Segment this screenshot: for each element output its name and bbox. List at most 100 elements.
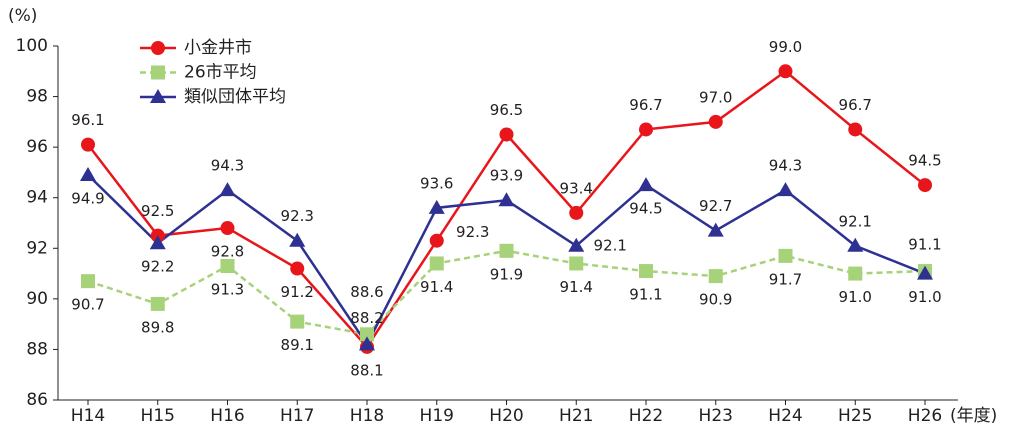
data-label: 94.5: [908, 152, 941, 170]
data-point: [149, 235, 166, 250]
data-label: 88.6: [350, 283, 383, 301]
data-point: [81, 274, 95, 289]
data-label: 93.6: [420, 174, 453, 192]
data-label: 91.4: [560, 278, 593, 296]
data-label: 94.3: [769, 157, 802, 175]
data-label: 91.3: [211, 280, 244, 298]
y-tick-label: 86: [26, 390, 48, 410]
data-point: [569, 256, 584, 271]
data-point: [359, 336, 375, 351]
data-point: [638, 177, 654, 192]
data-point: [80, 166, 96, 181]
data-point: [219, 182, 236, 197]
data-point: [220, 258, 235, 273]
data-point: [918, 178, 932, 193]
legend-label: 類似団体平均: [184, 87, 286, 107]
y-tick-label: 88: [26, 339, 48, 359]
x-tick-label: H24: [768, 406, 802, 426]
legend-marker: [150, 89, 166, 103]
data-point: [220, 221, 235, 236]
y-tick-label: 100: [16, 36, 48, 56]
data-point: [498, 192, 515, 207]
data-point: [428, 199, 445, 214]
x-tick-label: H17: [280, 406, 314, 426]
data-label: 91.7: [769, 270, 802, 288]
data-label: 93.4: [560, 179, 593, 197]
data-label: 91.4: [420, 278, 453, 296]
data-point: [289, 232, 306, 247]
data-label: 91.9: [490, 265, 523, 283]
data-label: 94.9: [71, 189, 104, 207]
data-label: 91.2: [281, 283, 314, 301]
data-point: [81, 137, 95, 152]
data-label: 99.0: [769, 38, 802, 56]
data-label: 88.1: [350, 361, 383, 379]
data-point: [499, 243, 514, 258]
data-label: 96.7: [629, 96, 662, 114]
data-label: 90.9: [699, 291, 732, 309]
data-label: 90.7: [71, 296, 104, 314]
data-point: [290, 261, 305, 276]
x-tick-label: H19: [420, 406, 454, 426]
data-label: 92.7: [699, 197, 732, 215]
x-tick-label: H15: [141, 406, 175, 426]
x-tick-label: H22: [629, 406, 663, 426]
data-label: 91.0: [839, 288, 872, 306]
data-point: [429, 233, 444, 248]
legend-label: 26市平均: [184, 63, 257, 83]
x-tick-label: H18: [350, 406, 384, 426]
data-label: 94.5: [629, 200, 662, 218]
data-point: [150, 296, 165, 311]
y-tick-label: 92: [26, 238, 48, 258]
data-point: [429, 256, 444, 271]
data-point: [360, 327, 374, 342]
x-tick-label: H16: [210, 406, 244, 426]
x-tick-label: H25: [838, 406, 872, 426]
data-label: 96.1: [71, 111, 104, 129]
data-label: 92.2: [141, 258, 174, 276]
data-label: 88.2: [350, 309, 383, 327]
data-label: 92.1: [594, 236, 627, 254]
data-point: [847, 237, 864, 252]
data-label: 92.3: [456, 223, 489, 241]
x-tick-label: H21: [559, 406, 593, 426]
data-label: 92.8: [211, 243, 244, 261]
legend-marker: [151, 41, 165, 55]
data-point: [777, 182, 794, 197]
data-label: 92.3: [281, 207, 314, 225]
data-label: 94.3: [211, 157, 244, 175]
data-label: 91.1: [629, 286, 662, 304]
data-label: 96.5: [490, 101, 523, 119]
data-point: [778, 64, 793, 79]
data-point: [707, 222, 724, 237]
legend-label: 小金井市: [184, 38, 252, 58]
x-tick-label: H14: [71, 406, 105, 426]
data-label: 89.8: [141, 318, 174, 336]
y-unit: (%): [8, 6, 37, 26]
y-tick-label: 94: [26, 188, 48, 208]
data-label: 91.1: [908, 236, 941, 254]
y-tick-label: 96: [26, 137, 48, 157]
data-label: 92.1: [839, 212, 872, 230]
data-point: [290, 314, 305, 329]
data-label: 92.5: [141, 202, 174, 220]
x-tick-label: H20: [489, 406, 523, 426]
data-point: [639, 122, 653, 137]
y-tick-label: 98: [26, 87, 48, 107]
data-point: [708, 269, 723, 284]
data-point: [778, 248, 793, 263]
data-point: [569, 205, 584, 220]
data-point: [917, 265, 933, 280]
data-label: 89.1: [281, 336, 314, 354]
data-label: 97.0: [699, 88, 732, 106]
x-tick-label: H23: [699, 406, 733, 426]
x-unit: (年度): [950, 406, 997, 426]
data-label: 93.9: [490, 167, 523, 185]
data-label: 91.0: [908, 288, 941, 306]
data-point: [568, 237, 585, 252]
data-point: [848, 266, 863, 281]
x-tick-label: H26: [908, 406, 942, 426]
data-point: [848, 122, 863, 137]
data-label: 96.7: [839, 96, 872, 114]
